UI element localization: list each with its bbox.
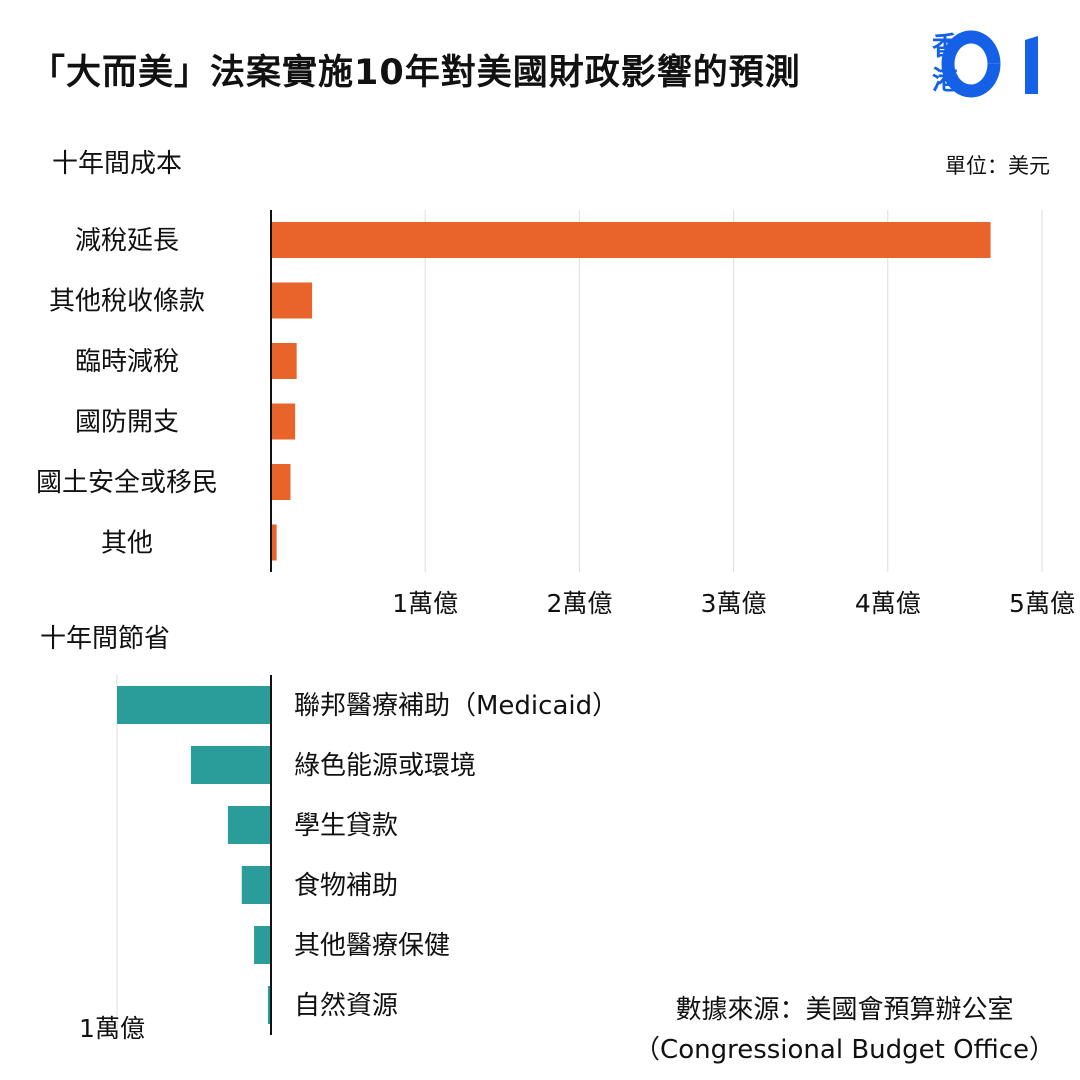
cost-tick-label: 1萬億	[392, 589, 458, 618]
saving-section-title: 十年間節省	[40, 624, 171, 654]
saving-tick-label: 1萬億	[79, 1014, 145, 1043]
saving-bar	[254, 926, 271, 964]
cost-tick-label: 2萬億	[546, 589, 612, 618]
saving-bar	[190, 746, 271, 784]
logo-01-mark	[941, 30, 1038, 98]
cost-bar	[272, 464, 291, 500]
cost-category-label: 國防開支	[75, 408, 179, 438]
cost-bar	[272, 403, 296, 440]
cost-category-label: 國土安全或移民	[36, 468, 218, 498]
cost-category-label: 其他稅收條款	[49, 287, 205, 317]
cost-bar	[272, 282, 313, 319]
cost-bar	[272, 524, 277, 561]
cost-bar	[272, 222, 991, 258]
source-line-2: （Congressional Budget Office）	[634, 1035, 1055, 1065]
saving-category-label: 學生貸款	[294, 811, 398, 841]
cost-tick-label: 5萬億	[1009, 589, 1075, 618]
saving-category-label: 食物補助	[294, 871, 398, 901]
cost-category-label: 臨時減稅	[75, 347, 179, 377]
saving-category-label: 自然資源	[294, 991, 398, 1021]
cost-section-title: 十年間成本	[52, 149, 183, 179]
saving-bar	[227, 806, 271, 844]
cost-tick-label: 3萬億	[701, 589, 767, 618]
cost-bar	[272, 343, 297, 379]
saving-bar	[241, 866, 271, 904]
saving-bar	[267, 986, 271, 1024]
page-title: 「大而美」法案實施10年對美國財政影響的預測	[30, 53, 801, 93]
unit-label: 單位：美元	[945, 154, 1050, 178]
cost-category-label: 減稅延長	[75, 226, 179, 256]
cost-tick-label: 4萬億	[855, 589, 921, 618]
saving-category-label: 其他醫療保健	[294, 931, 450, 961]
cost-category-label: 其他	[101, 529, 153, 559]
source-line-1: 數據來源：美國會預算辦公室	[675, 995, 1014, 1025]
saving-bar	[117, 686, 271, 724]
saving-category-label: 聯邦醫療補助（Medicaid）	[294, 691, 618, 721]
hk01-logo: 香 港	[930, 30, 1055, 100]
saving-category-label: 綠色能源或環境	[294, 751, 476, 781]
source-note: 數據來源：美國會預算辦公室 （Congressional Budget Offi…	[634, 990, 1055, 1070]
